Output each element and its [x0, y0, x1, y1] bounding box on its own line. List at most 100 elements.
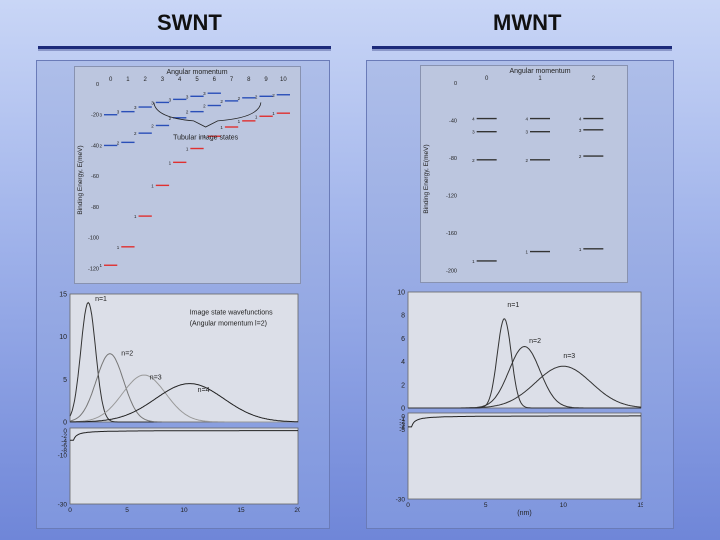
- energy-level-label: 3: [472, 130, 475, 135]
- energy-x-tick-label: 4: [178, 77, 182, 83]
- energy-level-label: 2: [99, 143, 102, 148]
- energy-level-label: 1: [203, 134, 206, 139]
- wave-x-tick-label: 15: [237, 507, 245, 514]
- swnt-energy-chart: Angular momentum 0 1 2 3 4 5 6 7 8 9 10 0 -20 -40 -60 -8…: [77, 69, 291, 272]
- energy-top-label: Angular momentum: [166, 69, 227, 76]
- wave-bottom-y-tick-label: -8: [61, 448, 67, 455]
- wave-bottom-y-tick-label: -4: [399, 424, 405, 431]
- wave-series-line: [70, 383, 298, 423]
- wave-y-tick-label: 10: [397, 290, 405, 297]
- wave-series-label: n=1: [507, 302, 519, 309]
- energy-level-label: 1: [579, 247, 582, 252]
- wave-y-tick-label: 5: [63, 377, 67, 384]
- wave-bottom-y-tick-label: -30: [58, 502, 68, 509]
- energy-y-tick-label: 0: [454, 81, 457, 87]
- energy-level-label: 2: [169, 116, 172, 121]
- energy-level-label: 2: [579, 154, 582, 159]
- swnt-energy-box: [74, 66, 301, 284]
- left-divider: [38, 46, 331, 49]
- wave-bottom-y-tick-label: -10: [58, 452, 68, 459]
- energy-y-tick-label: -160: [446, 231, 457, 237]
- energy-level-label: 1: [525, 250, 528, 255]
- swnt-wave-chart: 0 5 10 15 0 5 10 15 20 n=1 n=2 n=3 n=4 Image state wa…: [58, 292, 300, 515]
- energy-x-tick-label: 8: [247, 77, 251, 83]
- potential-curve: [408, 415, 641, 428]
- wave-legend-text: (Angular momentum l=2): [190, 321, 267, 328]
- wave-x-tick-label: 20: [294, 507, 300, 514]
- energy-x-tick-label: 3: [161, 77, 165, 83]
- energy-y-tick-label: -200: [446, 268, 457, 274]
- wave-bottom-y-tick-label: -1: [399, 416, 405, 423]
- energy-level-label: 4: [579, 117, 582, 122]
- wave-top-frame: [407, 291, 642, 409]
- wave-x-tick-label: 15: [637, 502, 643, 509]
- energy-annotation: Tubular image states: [173, 134, 239, 141]
- wave-series-label: n=3: [563, 353, 575, 360]
- wave-bottom-y-tick-label: -4: [61, 438, 67, 445]
- wave-bottom-y-tick-label: -30: [396, 497, 406, 504]
- wave-legend-text: Image state wavefunctions: [190, 309, 273, 316]
- energy-y-tick-label: -20: [91, 113, 99, 119]
- energy-x-tick-label: 5: [195, 77, 199, 83]
- energy-level-label: 1: [472, 259, 475, 264]
- energy-level-label: 2: [151, 123, 154, 128]
- energy-level-label: 1: [255, 114, 258, 119]
- energy-level-label: 3: [134, 105, 137, 110]
- energy-level-label: 3: [99, 113, 102, 118]
- energy-level-label: 3: [525, 130, 528, 135]
- energy-level-label: 2: [255, 94, 258, 99]
- energy-level-label: 2: [117, 140, 120, 145]
- wave-series-label: n=2: [529, 338, 541, 345]
- energy-level-label: 1: [134, 214, 137, 219]
- energy-level-label: 3: [203, 91, 206, 96]
- energy-level-label: 4: [525, 117, 528, 122]
- energy-level-label: 1: [272, 111, 275, 116]
- wave-series-label: n=2: [121, 350, 133, 357]
- energy-y-axis-label: Binding Energy, E(meV): [423, 144, 430, 213]
- energy-level-label: 3: [579, 128, 582, 133]
- wave-y-tick-label: 0: [63, 420, 67, 427]
- wave-series-line: [69, 374, 298, 423]
- mwnt-energy-chart: Angular momentum 0 1 2 0 -40 -80 -120 -160 -200 Bi…: [423, 68, 604, 274]
- energy-x-tick-label: 0: [109, 77, 113, 83]
- wave-y-tick-label: 8: [401, 313, 405, 320]
- wave-x-tick-label: 10: [560, 502, 568, 509]
- potential-curve: [70, 430, 298, 441]
- energy-level-label: 2: [220, 99, 223, 104]
- energy-y-tick-label: -40: [91, 143, 99, 149]
- wave-bottom-y-tick-label: -6: [61, 443, 67, 450]
- energy-x-tick-label: 2: [144, 77, 148, 83]
- energy-x-tick-label: 2: [592, 76, 596, 82]
- energy-x-tick-label: 0: [485, 76, 489, 82]
- wave-bottom-y-tick-label: -2: [399, 419, 405, 426]
- energy-y-tick-label: -120: [88, 266, 99, 272]
- energy-level-label: 3: [117, 110, 120, 115]
- wave-bottom-y-tick-label: -3: [399, 422, 405, 429]
- energy-y-axis-label: Binding Energy, E(meV): [77, 145, 84, 214]
- wave-series-line: [408, 365, 642, 409]
- energy-y-tick-label: -40: [449, 118, 457, 124]
- energy-top-label: Angular momentum: [509, 68, 570, 75]
- energy-level-label: 2: [203, 104, 206, 109]
- wave-y-tick-label: 0: [401, 406, 405, 413]
- energy-y-tick-label: -100: [88, 236, 99, 242]
- energy-level-label: 2: [472, 158, 475, 163]
- energy-level-label: 1: [117, 245, 120, 250]
- energy-x-tick-label: 1: [538, 76, 542, 82]
- energy-level-label: 3: [169, 97, 172, 102]
- mwnt-energy-box: [420, 65, 628, 283]
- wave-top-frame: [69, 293, 299, 423]
- energy-level-label: 1: [186, 147, 189, 152]
- energy-x-tick-label: 7: [230, 77, 234, 83]
- energy-level-label: 1: [151, 183, 154, 188]
- energy-level-label: 1: [169, 160, 172, 165]
- energy-level-label: 1: [99, 263, 102, 268]
- wave-x-tick-label: 5: [125, 507, 129, 514]
- wave-x-axis-label: (nm): [517, 510, 531, 517]
- energy-level-label: 2: [525, 158, 528, 163]
- wave-bottom-y-tick-label: 0: [401, 413, 405, 420]
- wave-x-tick-label: 10: [180, 507, 188, 514]
- energy-level-label: 2: [186, 110, 189, 115]
- energy-x-tick-label: 9: [264, 77, 268, 83]
